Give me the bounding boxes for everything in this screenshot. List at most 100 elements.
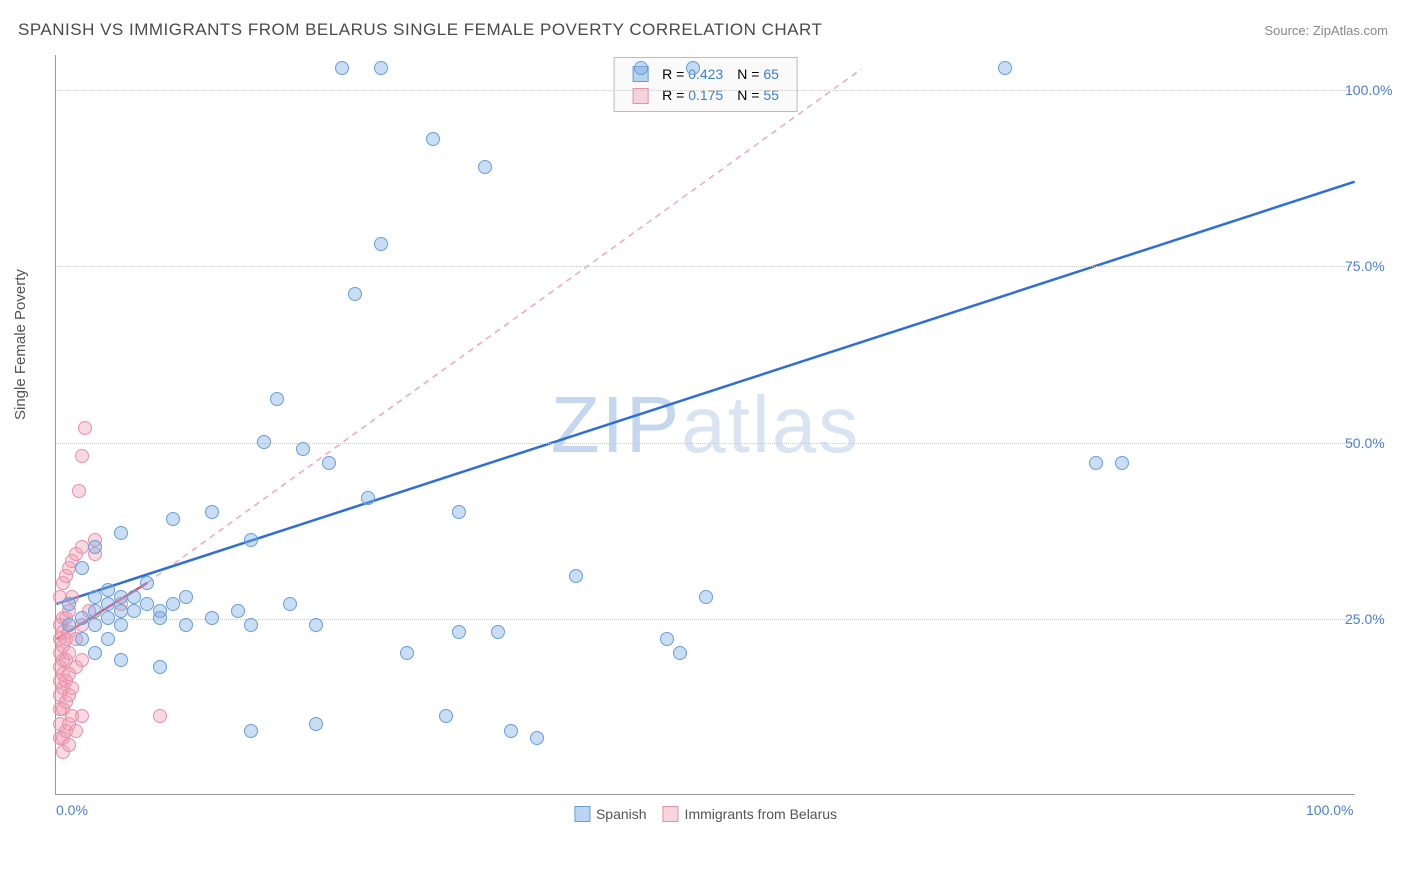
data-point	[426, 132, 440, 146]
xtick-label: 0.0%	[56, 802, 88, 818]
data-point	[114, 604, 128, 618]
data-point	[374, 237, 388, 251]
data-point	[114, 653, 128, 667]
data-point	[231, 604, 245, 618]
data-point	[257, 435, 271, 449]
legend-label: Spanish	[596, 806, 647, 822]
data-point	[270, 392, 284, 406]
data-point	[153, 660, 167, 674]
data-point	[439, 709, 453, 723]
gridline	[56, 90, 1355, 91]
legend-row-blue: R = 0.423 N = 65	[626, 64, 785, 83]
data-point	[75, 561, 89, 575]
ytick-label: 50.0%	[1345, 435, 1405, 451]
chart-title: SPANISH VS IMMIGRANTS FROM BELARUS SINGL…	[18, 20, 822, 40]
data-point	[634, 61, 648, 75]
data-point	[179, 590, 193, 604]
data-point	[75, 653, 89, 667]
swatch-icon	[663, 806, 679, 822]
data-point	[296, 442, 310, 456]
data-point	[491, 625, 505, 639]
ytick-label: 25.0%	[1345, 611, 1405, 627]
data-point	[244, 724, 258, 738]
data-point	[998, 61, 1012, 75]
data-point	[127, 604, 141, 618]
data-point	[88, 540, 102, 554]
data-point	[69, 724, 83, 738]
swatch-icon	[574, 806, 590, 822]
header: SPANISH VS IMMIGRANTS FROM BELARUS SINGL…	[18, 20, 1388, 40]
data-point	[1089, 456, 1103, 470]
data-point	[153, 604, 167, 618]
data-point	[75, 632, 89, 646]
data-point	[75, 611, 89, 625]
data-point	[62, 618, 76, 632]
data-point	[62, 738, 76, 752]
data-point	[153, 709, 167, 723]
series-legend: Spanish Immigrants from Belarus	[574, 806, 837, 822]
data-point	[114, 618, 128, 632]
data-point	[78, 421, 92, 435]
data-point	[88, 646, 102, 660]
data-point	[569, 569, 583, 583]
data-point	[361, 491, 375, 505]
data-point	[478, 160, 492, 174]
data-point	[62, 597, 76, 611]
data-point	[101, 632, 115, 646]
data-point	[140, 597, 154, 611]
watermark: ZIPatlas	[551, 379, 860, 471]
data-point	[65, 681, 79, 695]
data-point	[322, 456, 336, 470]
data-point	[101, 611, 115, 625]
data-point	[309, 717, 323, 731]
data-point	[452, 625, 466, 639]
data-point	[114, 526, 128, 540]
data-point	[205, 611, 219, 625]
gridline	[56, 443, 1355, 444]
data-point	[530, 731, 544, 745]
data-point	[72, 484, 86, 498]
data-point	[1115, 456, 1129, 470]
data-point	[686, 61, 700, 75]
ytick-label: 75.0%	[1345, 258, 1405, 274]
data-point	[75, 449, 89, 463]
data-point	[88, 618, 102, 632]
data-point	[75, 540, 89, 554]
data-point	[699, 590, 713, 604]
data-point	[400, 646, 414, 660]
data-point	[348, 287, 362, 301]
ytick-label: 100.0%	[1345, 82, 1405, 98]
trend-lines	[56, 55, 1355, 794]
data-point	[101, 597, 115, 611]
data-point	[166, 597, 180, 611]
data-point	[374, 61, 388, 75]
data-point	[127, 590, 141, 604]
data-point	[88, 590, 102, 604]
data-point	[88, 604, 102, 618]
data-point	[179, 618, 193, 632]
data-point	[140, 576, 154, 590]
legend-label: Immigrants from Belarus	[685, 806, 837, 822]
xtick-label: 100.0%	[1306, 802, 1353, 818]
data-point	[452, 505, 466, 519]
plot-area: ZIPatlas R = 0.423 N = 65 R = 0.175 N = …	[55, 55, 1355, 795]
legend-row-pink: R = 0.175 N = 55	[626, 85, 785, 104]
data-point	[62, 646, 76, 660]
data-point	[166, 512, 180, 526]
y-axis-label: Single Female Poverty	[12, 269, 29, 420]
data-point	[205, 505, 219, 519]
data-point	[283, 597, 297, 611]
data-point	[244, 533, 258, 547]
data-point	[335, 61, 349, 75]
gridline	[56, 266, 1355, 267]
data-point	[244, 618, 258, 632]
source-attribution: Source: ZipAtlas.com	[1264, 23, 1388, 38]
legend-item: Immigrants from Belarus	[663, 806, 837, 822]
data-point	[101, 583, 115, 597]
data-point	[504, 724, 518, 738]
data-point	[673, 646, 687, 660]
data-point	[309, 618, 323, 632]
data-point	[75, 709, 89, 723]
legend-item: Spanish	[574, 806, 647, 822]
data-point	[114, 590, 128, 604]
